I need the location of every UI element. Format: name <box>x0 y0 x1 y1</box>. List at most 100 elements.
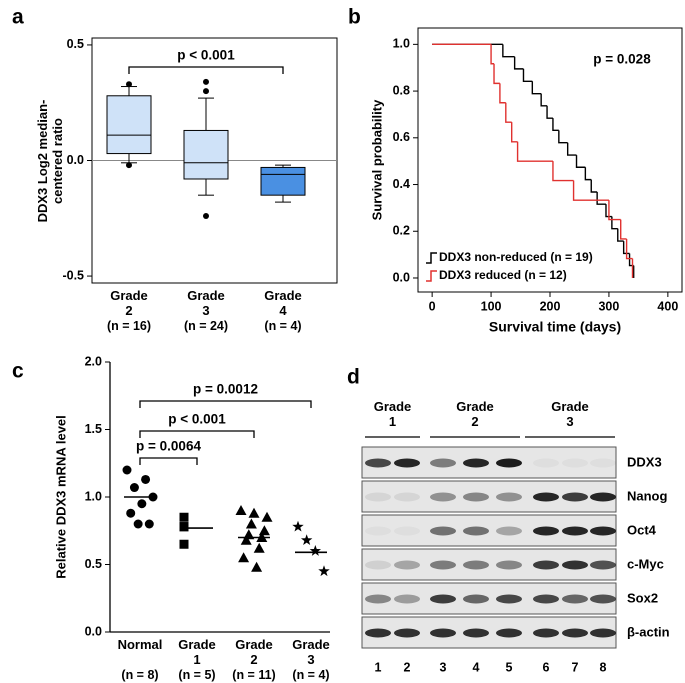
survival-step <box>620 219 627 240</box>
band <box>365 458 391 468</box>
survival-step <box>516 141 553 162</box>
band <box>562 492 588 502</box>
survival-step <box>584 167 592 181</box>
band <box>430 458 456 468</box>
y-tick-label: 0.0 <box>85 624 102 638</box>
y-axis-label: Survival probability <box>369 99 384 220</box>
protein-label: β-actin <box>627 624 670 639</box>
outlier <box>203 88 209 95</box>
protein-label: DDX3 <box>627 454 662 469</box>
survival-step <box>608 200 621 221</box>
survival-step <box>625 238 633 260</box>
category-note: (n = 5) <box>178 668 216 682</box>
x-axis-label: Survival time (days) <box>489 319 621 335</box>
survival-step <box>566 142 577 156</box>
y-tick-label: 0.2 <box>393 224 410 238</box>
band <box>562 628 588 638</box>
band <box>533 628 559 638</box>
band <box>562 594 588 604</box>
data-point <box>126 508 136 518</box>
survival-step <box>490 44 495 65</box>
band <box>394 526 420 536</box>
band <box>463 560 489 570</box>
band <box>590 526 616 536</box>
y-tick-label: 0.0 <box>393 270 410 284</box>
survival-step <box>622 241 630 255</box>
survival-step <box>546 105 553 119</box>
band <box>496 560 522 570</box>
lane-label: 3 <box>440 660 447 674</box>
p-value: p = 0.0012 <box>193 382 258 397</box>
band <box>394 458 420 468</box>
data-point <box>240 534 252 545</box>
survival-step <box>493 63 500 85</box>
data-point <box>129 483 139 493</box>
x-tick-label: 300 <box>598 299 619 313</box>
x-tick-label: Grade 3 <box>292 637 330 667</box>
survival-step <box>575 155 586 168</box>
band <box>394 628 420 638</box>
lane-label: 4 <box>473 660 480 674</box>
band <box>533 526 559 536</box>
data-point <box>300 534 313 546</box>
survival-step <box>531 81 542 95</box>
lane-label: 8 <box>600 660 607 674</box>
lane-label: 7 <box>572 660 579 674</box>
band <box>496 492 522 502</box>
band <box>496 458 522 468</box>
category-note: (n = 4) <box>292 668 330 682</box>
band <box>463 628 489 638</box>
data-point <box>179 539 189 549</box>
data-point <box>144 519 154 529</box>
legend-label: DDX3 non-reduced (n = 19) <box>439 250 593 264</box>
band <box>496 628 522 638</box>
band <box>430 492 456 502</box>
p-value: p < 0.001 <box>177 48 235 63</box>
panel-label: c <box>12 360 24 383</box>
x-tick-label: Grade 2 <box>235 637 273 667</box>
y-tick-label: 1.0 <box>393 37 410 51</box>
protein-label: c-Myc <box>627 556 664 571</box>
x-tick-label: Normal <box>117 637 163 652</box>
survival-step <box>552 161 574 182</box>
lane-label: 2 <box>404 660 411 674</box>
survival-step <box>611 216 618 230</box>
band <box>365 628 391 638</box>
survival-step <box>502 44 515 58</box>
band <box>365 526 391 536</box>
x-tick-label: Grade 2 <box>110 288 148 318</box>
survival-step <box>590 179 598 193</box>
y-tick-label: 0.0 <box>67 153 84 167</box>
band <box>365 492 391 502</box>
survival-step <box>513 56 524 70</box>
survival-step <box>510 122 518 143</box>
significance-bracket <box>139 457 198 465</box>
outlier <box>126 162 132 169</box>
survival-step <box>499 83 506 104</box>
x-tick-label: 200 <box>540 299 561 313</box>
survival-step <box>605 204 612 218</box>
legend-swatch <box>426 252 437 264</box>
box <box>260 166 306 196</box>
outlier <box>126 81 132 88</box>
data-point <box>318 565 330 577</box>
p-value: p = 0.0064 <box>136 439 201 454</box>
band <box>430 526 456 536</box>
band <box>533 594 559 604</box>
significance-bracket <box>139 430 255 438</box>
protein-label: Sox2 <box>627 590 658 605</box>
category-note: (n = 16) <box>106 319 152 333</box>
data-point <box>179 522 189 532</box>
group-label: Grade 3 <box>551 399 589 429</box>
band <box>463 458 489 468</box>
y-tick-label: 1.0 <box>85 489 102 503</box>
band <box>463 594 489 604</box>
panel-label: d <box>347 366 360 389</box>
band <box>533 560 559 570</box>
band <box>365 560 391 570</box>
outlier <box>203 78 209 85</box>
band <box>463 526 489 536</box>
x-tick-label: 100 <box>481 299 502 313</box>
band <box>394 594 420 604</box>
